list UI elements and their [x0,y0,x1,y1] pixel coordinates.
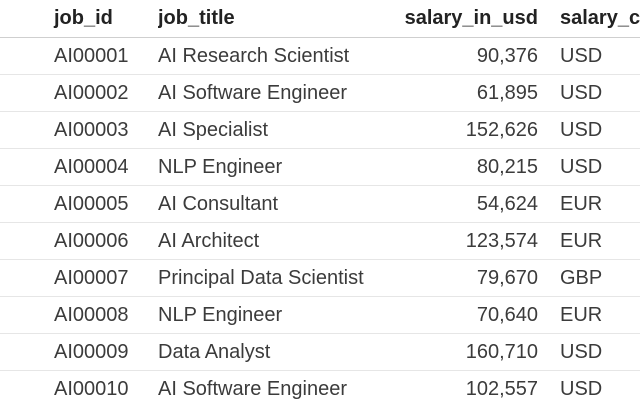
table-row: AI00007 Principal Data Scientist 79,670 … [0,259,640,297]
table-row: AI00001 AI Research Scientist 90,376 USD [0,37,640,75]
cell-job-title[interactable]: Principal Data Scientist [158,259,394,297]
table-row: AI00003 AI Specialist 152,626 USD [0,111,640,149]
cell-salary-currency[interactable]: EUR [545,185,640,223]
cell-job-id[interactable]: AI00010 [0,370,158,400]
cell-salary-currency[interactable]: USD [545,37,640,75]
column-header-salary-in-usd[interactable]: salary_in_usd [394,0,545,38]
table-body: AI00001 AI Research Scientist 90,376 USD… [0,37,640,400]
cell-job-title[interactable]: AI Research Scientist [158,37,394,75]
column-header-salary-currency[interactable]: salary_c [545,0,640,38]
cell-salary-currency[interactable]: USD [545,370,640,400]
cell-job-title[interactable]: AI Specialist [158,111,394,149]
cell-salary-currency[interactable]: USD [545,74,640,112]
cell-job-title[interactable]: AI Software Engineer [158,74,394,112]
cell-salary-in-usd[interactable]: 152,626 [394,111,545,149]
cell-job-title[interactable]: AI Consultant [158,185,394,223]
cell-salary-in-usd[interactable]: 70,640 [394,296,545,334]
table-row: AI00008 NLP Engineer 70,640 EUR [0,296,640,334]
table-row: AI00006 AI Architect 123,574 EUR [0,222,640,260]
cell-salary-in-usd[interactable]: 123,574 [394,222,545,260]
cell-job-id[interactable]: AI00009 [0,333,158,371]
cell-salary-currency[interactable]: USD [545,333,640,371]
cell-job-title[interactable]: AI Architect [158,222,394,260]
table-row: AI00010 AI Software Engineer 102,557 USD [0,370,640,400]
cell-salary-currency[interactable]: EUR [545,296,640,334]
cell-job-title[interactable]: AI Software Engineer [158,370,394,400]
cell-job-title[interactable]: NLP Engineer [158,296,394,334]
cell-job-id[interactable]: AI00003 [0,111,158,149]
table-row: AI00005 AI Consultant 54,624 EUR [0,185,640,223]
cell-salary-currency[interactable]: EUR [545,222,640,260]
cell-salary-in-usd[interactable]: 160,710 [394,333,545,371]
cell-salary-currency[interactable]: GBP [545,259,640,297]
cell-salary-in-usd[interactable]: 80,215 [394,148,545,186]
cell-salary-in-usd[interactable]: 79,670 [394,259,545,297]
cell-job-id[interactable]: AI00008 [0,296,158,334]
cell-salary-in-usd[interactable]: 54,624 [394,185,545,223]
table-row: AI00002 AI Software Engineer 61,895 USD [0,74,640,112]
cell-job-id[interactable]: AI00006 [0,222,158,260]
cell-salary-in-usd[interactable]: 61,895 [394,74,545,112]
cell-salary-in-usd[interactable]: 90,376 [394,37,545,75]
table-row: AI00004 NLP Engineer 80,215 USD [0,148,640,186]
cell-job-title[interactable]: Data Analyst [158,333,394,371]
cell-job-id[interactable]: AI00001 [0,37,158,75]
column-header-job-id[interactable]: job_id [0,0,158,38]
cell-job-id[interactable]: AI00007 [0,259,158,297]
cell-job-id[interactable]: AI00005 [0,185,158,223]
header-row: job_id job_title salary_in_usd salary_c [0,0,640,38]
cell-salary-currency[interactable]: USD [545,111,640,149]
cell-job-id[interactable]: AI00002 [0,74,158,112]
cell-salary-currency[interactable]: USD [545,148,640,186]
table-row: AI00009 Data Analyst 160,710 USD [0,333,640,371]
cell-salary-in-usd[interactable]: 102,557 [394,370,545,400]
column-header-job-title[interactable]: job_title [158,0,394,38]
table-header: job_id job_title salary_in_usd salary_c [0,0,640,38]
cell-job-title[interactable]: NLP Engineer [158,148,394,186]
cell-job-id[interactable]: AI00004 [0,148,158,186]
